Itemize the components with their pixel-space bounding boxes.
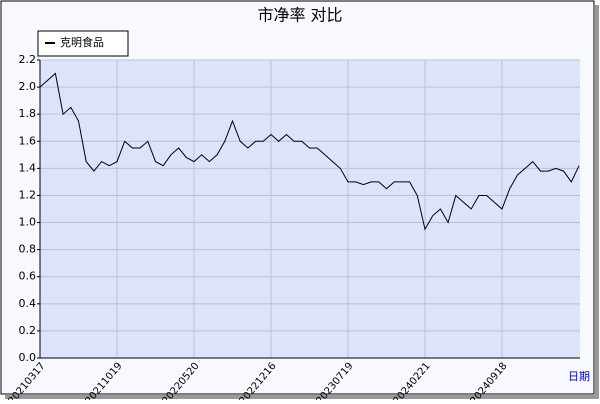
y-tick-label: 0.8 — [19, 243, 37, 256]
y-tick-label: 1.6 — [19, 134, 37, 147]
line — [39, 72, 580, 231]
chart-title: 市净率 对比 — [257, 6, 342, 25]
y-tick-label: 1.8 — [19, 107, 37, 120]
y-tick-label: 1.0 — [19, 216, 37, 229]
y-tick-label: 0.2 — [19, 324, 37, 337]
plot-area — [40, 60, 580, 358]
y-tick-label: 2.2 — [19, 53, 37, 66]
legend-label: 克明食品 — [60, 35, 104, 49]
x-axis-label: 日期 — [568, 370, 590, 383]
y-tick-label: 1.2 — [19, 188, 37, 201]
y-tick-label: 0.4 — [19, 297, 37, 310]
y-tick-label: 1.4 — [19, 161, 37, 174]
y-tick-label: 0.6 — [19, 270, 37, 283]
y-tick-label: 0.0 — [19, 351, 37, 364]
shadow — [5, 395, 599, 399]
y-tick-label: 2.0 — [19, 80, 37, 93]
shadow — [595, 5, 599, 398]
